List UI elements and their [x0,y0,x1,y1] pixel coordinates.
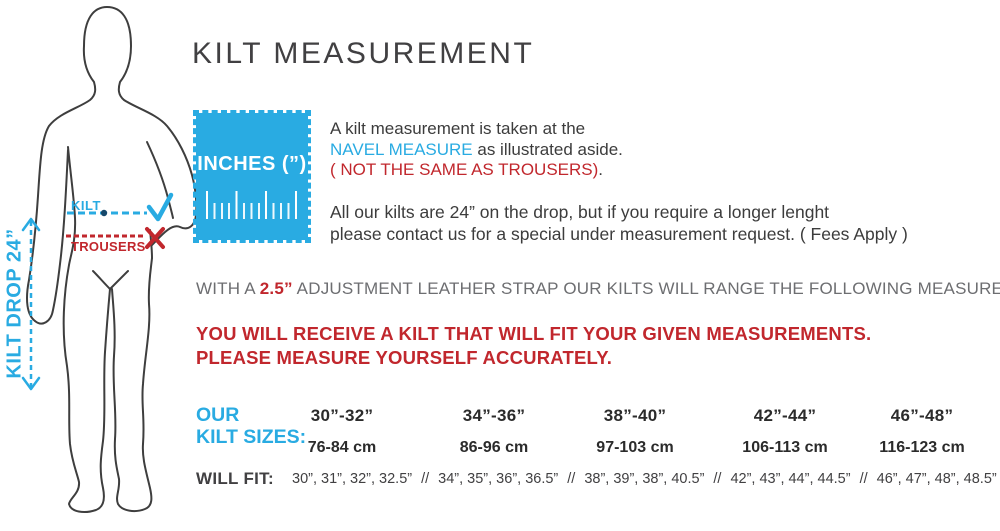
size-column-4: 42”-44” 106-113 cm [710,406,860,457]
size-cm: 97-103 cm [596,439,674,456]
will-fit-separator: // [567,471,576,487]
fit-warning-text: YOU WILL RECEIVE A KILT THAT WILL FIT YO… [196,322,871,369]
navel-measure-highlight: NAVEL MEASURE [330,139,473,159]
kilt-sizes-heading: OUR KILT SIZES: [196,404,306,448]
will-fit-group: 46”, 47”, 48”, 48.5” [876,471,997,487]
size-cm: 76-84 cm [307,439,377,456]
inches-box-label: INCHES (”) [197,153,307,175]
will-fit-separator: // [713,471,722,487]
kilt-drop-label: KILT DROP 24” [3,228,26,379]
will-fit-label: WILL FIT: [196,469,274,488]
strap-note-prefix: WITH A [196,279,260,298]
strap-size-value: 2.5” [259,279,293,298]
will-fit-group: 38”, 39”, 38”, 40.5” [584,471,705,487]
will-fit-separator: // [859,471,868,487]
will-fit-group: 42”, 43”, 44”, 44.5” [730,471,851,487]
size-column-2: 34”-36” 86-96 cm [419,406,569,457]
intro-line-1: A kilt measurement is taken at the [330,119,586,138]
kilt-sizes-heading-line-2: KILT SIZES: [196,426,307,448]
ruler-tall-ticks [206,191,298,219]
size-column-3: 38”-40” 97-103 cm [560,406,710,457]
will-fit-separator: // [421,471,430,487]
ruler-icon [206,191,298,221]
x-icon [145,227,165,249]
kilt-line-label: KILT [71,198,101,213]
navel-dot-icon [100,209,108,217]
will-fit-values: 30”, 31”, 32”, 32.5” // 34”, 35”, 36”, 3… [292,471,997,487]
intro-warning-period: . [598,160,604,179]
intro-warning: ( NOT THE SAME AS TROUSERS). [330,160,623,181]
inches-swatch-box: INCHES (”) [193,110,311,243]
drop-note-line-1: All our kilts are 24” on the drop, but i… [330,202,830,222]
intro-line-2-rest: as illustrated aside. [472,139,623,159]
drop-note-paragraph: All our kilts are 24” on the drop, but i… [330,202,908,245]
will-fit-group: 30”, 31”, 32”, 32.5” [292,471,413,487]
size-inches: 38”-40” [603,406,667,425]
drop-arrow-icon [21,217,41,391]
kilt-measure-line [67,209,147,217]
size-cm: 86-96 cm [459,439,529,456]
trousers-line-label: TROUSERS [71,239,146,254]
fit-warning-line-1: YOU WILL RECEIVE A KILT THAT WILL FIT YO… [196,323,872,344]
kilt-sizes-heading-line-1: OUR [196,404,240,426]
size-cm: 116-123 cm [879,439,965,456]
size-column-1: 30”-32” 76-84 cm [267,406,417,457]
size-inches: 30”-32” [310,406,374,425]
size-inches: 42”-44” [753,406,817,425]
size-inches: 34”-36” [462,406,526,425]
intro-paragraph: A kilt measurement is taken at the NAVEL… [330,119,623,181]
will-fit-group: 34”, 35”, 36”, 36.5” [438,471,559,487]
size-column-5: 46”-48” 116-123 cm [847,406,997,457]
fit-warning-line-2: PLEASE MEASURE YOURSELF ACCURATELY. [196,346,613,368]
body-silhouette-illustration [21,6,198,513]
check-icon [146,192,174,222]
intro-line-2: NAVEL MEASURE as illustrated aside. [330,140,623,161]
strap-note-line: WITH A 2.5” ADJUSTMENT LEATHER STRAP OUR… [196,279,1000,299]
drop-note-line-2: please contact us for a special under me… [330,223,908,244]
size-inches: 46”-48” [890,406,954,425]
strap-note-suffix: ADJUSTMENT LEATHER STRAP OUR KILTS WILL … [292,279,1000,298]
intro-warning-red: ( NOT THE SAME AS TROUSERS) [330,160,599,179]
page-title: KILT MEASUREMENT [192,37,535,70]
size-cm: 106-113 cm [742,439,828,456]
body-outline [26,6,198,513]
